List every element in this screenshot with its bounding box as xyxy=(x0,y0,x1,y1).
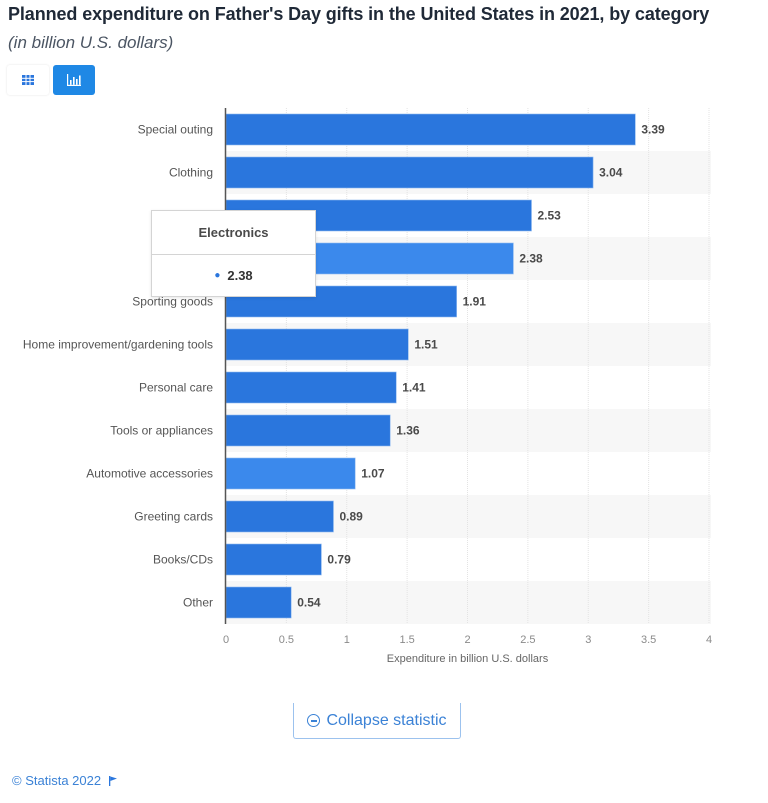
bar[interactable] xyxy=(225,457,356,490)
bar[interactable] xyxy=(225,156,594,189)
copyright-link[interactable]: © Statista 2022 xyxy=(12,773,102,788)
category-label: Books/CDs xyxy=(153,553,213,567)
category-label: Other xyxy=(183,596,213,610)
x-tick-label: 1 xyxy=(344,634,350,646)
bar[interactable] xyxy=(225,414,391,447)
category-label: Automotive accessories xyxy=(86,467,213,481)
data-label: 2.53 xyxy=(537,209,561,223)
data-label: 1.51 xyxy=(414,338,438,352)
x-tick-label: 2.5 xyxy=(520,634,535,646)
tooltip-category: Electronics xyxy=(152,211,315,255)
flag-icon[interactable] xyxy=(109,775,118,786)
x-tick-label: 4 xyxy=(706,634,712,646)
data-label: 1.91 xyxy=(463,295,487,309)
chart-view-button[interactable] xyxy=(53,65,95,95)
data-label: 0.54 xyxy=(297,596,321,610)
category-label: Tools or appliances xyxy=(110,424,213,438)
bar[interactable] xyxy=(225,543,322,576)
footer: © Statista 2022 xyxy=(12,773,118,788)
bar[interactable] xyxy=(225,328,409,361)
x-tick-label: 0 xyxy=(223,634,229,646)
x-axis-title: Expenditure in billion U.S. dollars xyxy=(387,653,549,665)
category-label: Clothing xyxy=(169,166,213,180)
tooltip: Electronics ● 2.38 xyxy=(151,210,316,297)
data-label: 3.39 xyxy=(641,123,665,137)
data-label: 1.36 xyxy=(396,424,420,438)
category-label: Sporting goods xyxy=(132,295,213,309)
data-label: 0.79 xyxy=(327,553,351,567)
series-dot-icon: ● xyxy=(214,270,221,281)
bar[interactable] xyxy=(225,371,397,404)
bar[interactable] xyxy=(225,586,292,619)
bar[interactable] xyxy=(225,113,636,146)
x-tick-label: 1.5 xyxy=(399,634,414,646)
data-label: 3.04 xyxy=(599,166,623,180)
category-label: Special outing xyxy=(138,123,213,137)
tooltip-value: 2.38 xyxy=(227,268,253,283)
x-tick-label: 3 xyxy=(585,634,591,646)
table-icon xyxy=(22,75,34,85)
x-tick-label: 3.5 xyxy=(641,634,656,646)
bar-chart-icon xyxy=(67,74,81,86)
row-band xyxy=(226,581,711,624)
data-label: 0.89 xyxy=(339,510,363,524)
category-label: Personal care xyxy=(139,381,213,395)
data-label: 1.41 xyxy=(402,381,426,395)
tooltip-value-row: ● 2.38 xyxy=(152,255,315,296)
data-label: 2.38 xyxy=(519,252,543,266)
minus-circle-icon xyxy=(307,714,321,727)
chart-subtitle: (in billion U.S. dollars) xyxy=(8,33,174,52)
x-tick-label: 0.5 xyxy=(279,634,294,646)
collapse-statistic-label: Collapse statistic xyxy=(326,711,447,729)
category-label: Greeting cards xyxy=(134,510,213,524)
category-label: Home improvement/gardening tools xyxy=(23,338,213,352)
x-tick-label: 2 xyxy=(464,634,470,646)
collapse-statistic-button[interactable]: Collapse statistic xyxy=(293,703,461,739)
data-label: 1.07 xyxy=(361,467,385,481)
table-view-button[interactable] xyxy=(7,65,49,95)
bar[interactable] xyxy=(225,500,334,533)
chart-title: Planned expenditure on Father's Day gift… xyxy=(8,4,710,24)
